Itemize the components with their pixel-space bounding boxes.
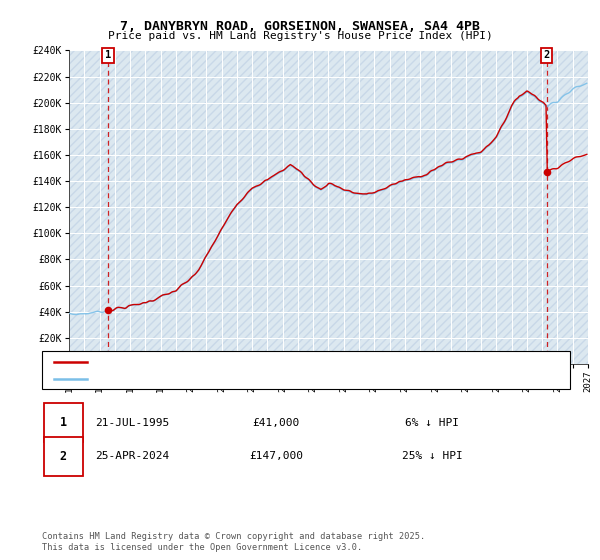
Text: 1: 1 bbox=[104, 50, 111, 60]
Text: 25% ↓ HPI: 25% ↓ HPI bbox=[401, 451, 463, 461]
Text: 7, DANYBRYN ROAD, GORSEINON, SWANSEA, SA4 4PB (semi-detached house): 7, DANYBRYN ROAD, GORSEINON, SWANSEA, SA… bbox=[93, 357, 478, 366]
Text: 21-JUL-1995: 21-JUL-1995 bbox=[95, 418, 169, 428]
Text: 25-APR-2024: 25-APR-2024 bbox=[95, 451, 169, 461]
Point bbox=[542, 167, 551, 176]
Text: £147,000: £147,000 bbox=[249, 451, 303, 461]
Text: 2: 2 bbox=[59, 450, 67, 463]
Point bbox=[103, 306, 113, 315]
Text: 1: 1 bbox=[59, 416, 67, 430]
Text: 7, DANYBRYN ROAD, GORSEINON, SWANSEA, SA4 4PB: 7, DANYBRYN ROAD, GORSEINON, SWANSEA, SA… bbox=[120, 20, 480, 32]
Text: HPI: Average price, semi-detached house, Swansea: HPI: Average price, semi-detached house,… bbox=[93, 374, 369, 383]
Text: 6% ↓ HPI: 6% ↓ HPI bbox=[405, 418, 459, 428]
Text: 2: 2 bbox=[544, 50, 550, 60]
Text: Contains HM Land Registry data © Crown copyright and database right 2025.
This d: Contains HM Land Registry data © Crown c… bbox=[42, 532, 425, 552]
Text: £41,000: £41,000 bbox=[253, 418, 299, 428]
Text: Price paid vs. HM Land Registry's House Price Index (HPI): Price paid vs. HM Land Registry's House … bbox=[107, 31, 493, 41]
